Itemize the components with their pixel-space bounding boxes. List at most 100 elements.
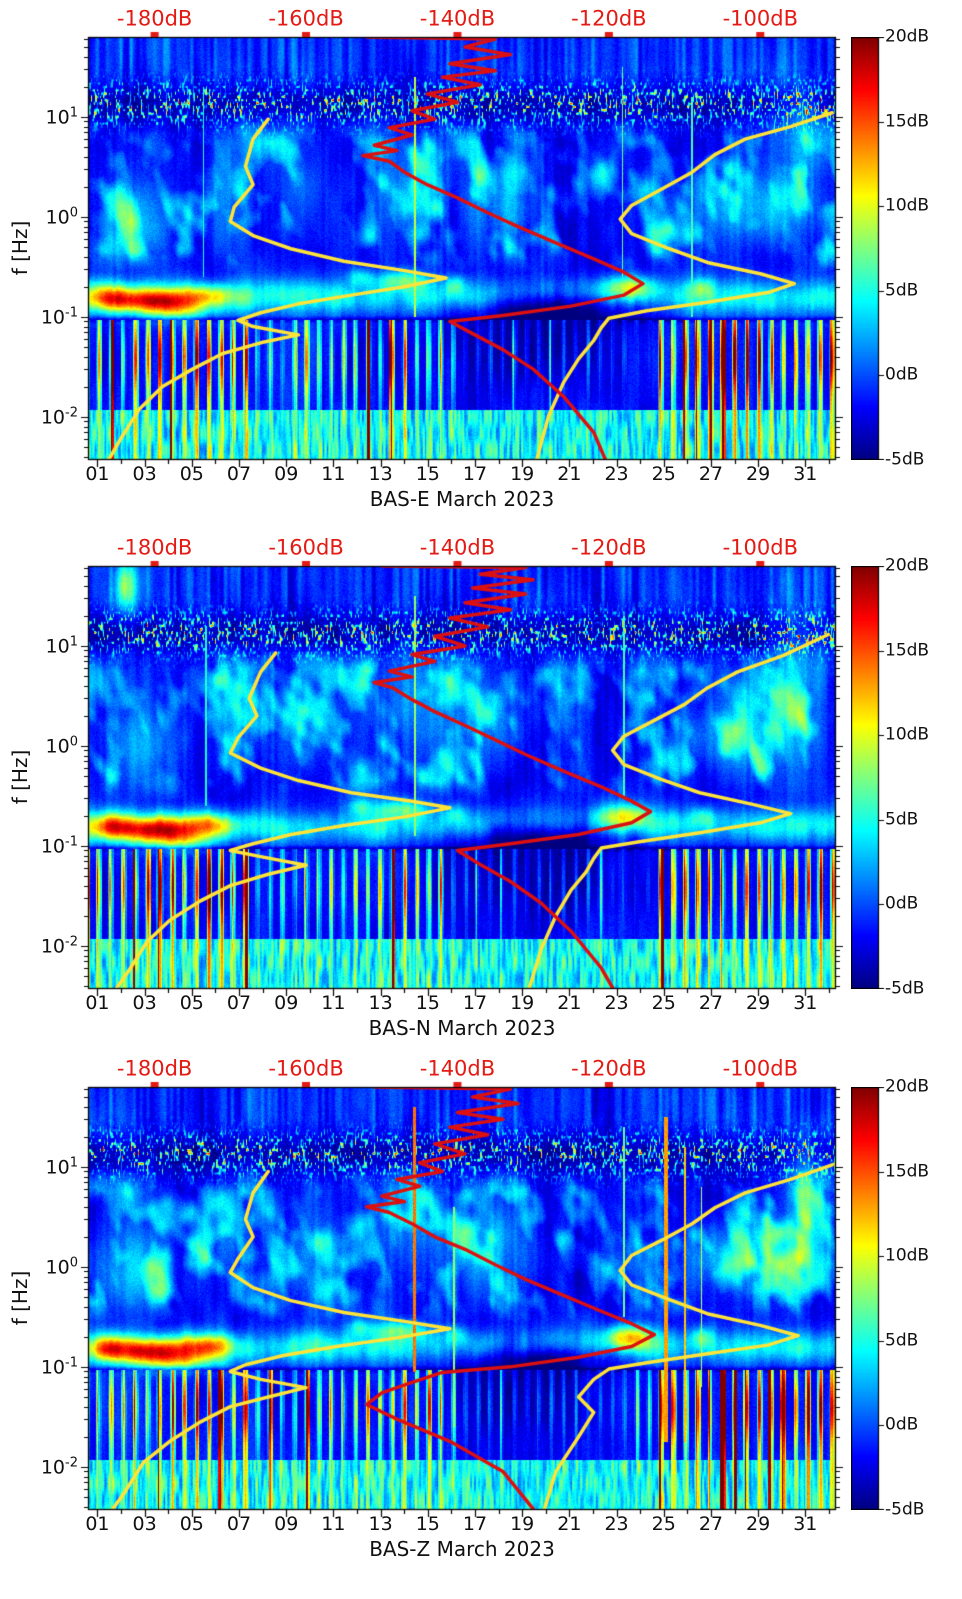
top-db-label: -160dB [268,535,344,560]
x-tick-label: 09 [274,992,299,1014]
y-tick-label: 10-1 [40,1355,78,1379]
colorbar-tick-label: -5dB [885,978,925,999]
x-tick-label: 07 [226,463,252,485]
y-tick-label: 10-1 [40,305,78,329]
x-tick-label: 01 [85,1513,110,1535]
colorbar-tick-label: -5dB [885,1499,925,1520]
top-db-label: -140dB [419,1056,496,1081]
colorbar-tick-label: 0dB [885,893,919,914]
top-db-label: -140dB [419,535,496,560]
top-db-label: -120dB [571,6,647,31]
colorbar-tick-label: 10dB [885,195,930,216]
top-db-label: -180dB [116,535,193,560]
top-db-label: -140dB [419,6,496,31]
colorbar-tick-label: 5dB [885,809,919,830]
x-tick-label: 05 [179,992,204,1014]
x-tick-label: 15 [415,992,440,1014]
top-db-label: -160dB [268,1056,344,1081]
x-tick-label: 27 [698,1513,724,1535]
colorbar-tick-label: 15dB [885,111,930,132]
y-axis-title: f [Hz] [8,749,32,805]
top-db-label: -100dB [722,535,798,560]
x-tick-label: 15 [415,1513,440,1535]
x-tick-label: 29 [746,463,771,485]
y-tick-label: 10-2 [40,405,78,429]
x-tick-label: 05 [179,463,204,485]
x-tick-label: 21 [557,992,582,1014]
x-tick-label: 05 [179,1513,204,1535]
x-tick-label: 25 [651,992,676,1014]
x-tick-label: 21 [557,463,582,485]
x-tick-label: 23 [604,463,629,485]
x-tick-label: 03 [132,992,157,1014]
x-tick-label: 29 [746,1513,771,1535]
colorbar-tick-label: 10dB [885,724,930,745]
x-tick-label: 31 [793,1513,818,1535]
x-tick-label: 01 [85,992,110,1014]
colorbar-tick-label: 5dB [885,1330,919,1351]
x-tick-label: 31 [793,463,818,485]
colorbar-tick-label: 0dB [885,1414,919,1435]
top-db-label: -180dB [116,6,193,31]
y-tick-label: 101 [45,1155,78,1179]
top-db-label: -160dB [268,6,344,31]
y-tick-label: 101 [45,105,78,129]
x-tick-label: 07 [226,1513,252,1535]
panel-title: BAS-E March 2023 [369,487,555,511]
x-tick-label: 17 [462,463,488,485]
y-tick-label: 10-2 [40,934,78,958]
spectrogram-canvas-bas-n [80,558,844,997]
x-tick-label: 13 [368,1513,393,1535]
colorbar-tick-label: -5dB [885,449,925,470]
colorbar-tick-label: 20dB [885,1076,930,1097]
colorbar-tick-label: 20dB [885,26,930,47]
x-tick-label: 13 [368,992,393,1014]
y-tick-label: 100 [45,734,78,758]
x-tick-label: 17 [462,992,488,1014]
x-tick-label: 15 [415,463,440,485]
x-tick-label: 09 [274,463,299,485]
top-db-label: -120dB [571,535,647,560]
y-tick-label: 10-1 [40,834,78,858]
top-db-label: -180dB [116,1056,193,1081]
x-tick-label: 25 [651,463,676,485]
x-tick-label: 23 [604,992,629,1014]
x-tick-label: 01 [85,463,110,485]
spectrogram-canvas-bas-e [80,29,844,468]
colorbar-tick-label: 5dB [885,280,919,301]
x-tick-label: 19 [510,992,535,1014]
y-tick-label: 101 [45,634,78,658]
x-tick-label: 11 [321,1513,346,1535]
panel-bas-z: f [Hz] BAS-Z March 2023 -180dB -160dB -140… [0,1052,962,1578]
y-tick-label: 100 [45,205,78,229]
colorbar-tick-label: 20dB [885,555,930,576]
spectrogram-canvas-bas-z [80,1079,844,1518]
panel-title: BAS-Z March 2023 [369,1537,555,1561]
panel-bas-n: f [Hz] BAS-N March 2023 -180dB -160dB -140… [0,531,962,1057]
top-db-label: -100dB [722,6,798,31]
colorbar-tick-label: 0dB [885,364,919,385]
x-tick-label: 27 [698,992,724,1014]
x-tick-label: 11 [321,992,346,1014]
x-tick-label: 21 [557,1513,582,1535]
colorbar-bas-n [851,566,885,989]
x-tick-label: 07 [226,992,252,1014]
x-tick-label: 03 [132,1513,157,1535]
y-axis-title: f [Hz] [8,220,32,276]
top-db-label: -100dB [722,1056,798,1081]
colorbar-bas-z [851,1087,885,1510]
y-tick-label: 10-2 [40,1455,78,1479]
x-tick-label: 29 [746,992,771,1014]
x-tick-label: 25 [651,1513,676,1535]
x-tick-label: 11 [321,463,346,485]
colorbar-tick-label: 15dB [885,640,930,661]
x-tick-label: 23 [604,1513,629,1535]
y-axis-title: f [Hz] [8,1270,32,1326]
x-tick-label: 27 [698,463,724,485]
x-tick-label: 09 [274,1513,299,1535]
panel-bas-e: f [Hz] BAS-E March 2023 -180dB -160dB -140… [0,2,962,528]
x-tick-label: 19 [510,1513,535,1535]
x-tick-label: 13 [368,463,393,485]
colorbar-bas-e [851,37,885,460]
